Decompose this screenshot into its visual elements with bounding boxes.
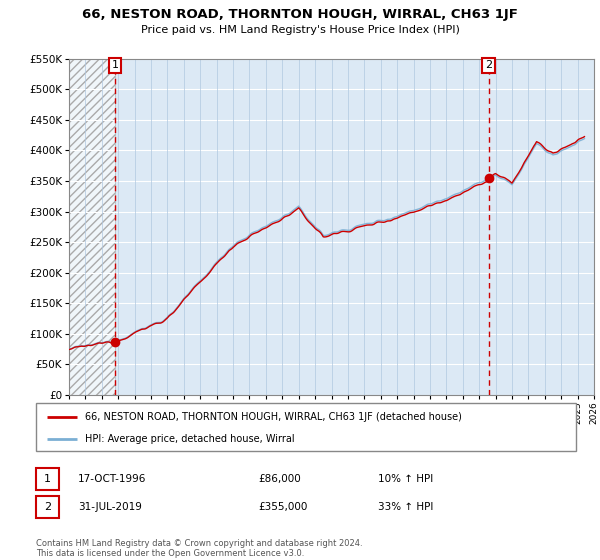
Text: 1: 1: [112, 60, 118, 71]
Text: £86,000: £86,000: [258, 474, 301, 484]
Text: 66, NESTON ROAD, THORNTON HOUGH, WIRRAL, CH63 1JF: 66, NESTON ROAD, THORNTON HOUGH, WIRRAL,…: [82, 8, 518, 21]
Text: 33% ↑ HPI: 33% ↑ HPI: [378, 502, 433, 512]
Text: 1: 1: [44, 474, 51, 484]
Text: 2: 2: [485, 60, 492, 71]
Text: 17-OCT-1996: 17-OCT-1996: [78, 474, 146, 484]
Text: £355,000: £355,000: [258, 502, 307, 512]
Text: Contains HM Land Registry data © Crown copyright and database right 2024.
This d: Contains HM Land Registry data © Crown c…: [36, 539, 362, 558]
Text: 2: 2: [44, 502, 51, 512]
Text: 31-JUL-2019: 31-JUL-2019: [78, 502, 142, 512]
Text: 10% ↑ HPI: 10% ↑ HPI: [378, 474, 433, 484]
Text: Price paid vs. HM Land Registry's House Price Index (HPI): Price paid vs. HM Land Registry's House …: [140, 25, 460, 35]
Text: 66, NESTON ROAD, THORNTON HOUGH, WIRRAL, CH63 1JF (detached house): 66, NESTON ROAD, THORNTON HOUGH, WIRRAL,…: [85, 412, 461, 422]
Text: HPI: Average price, detached house, Wirral: HPI: Average price, detached house, Wirr…: [85, 434, 294, 444]
